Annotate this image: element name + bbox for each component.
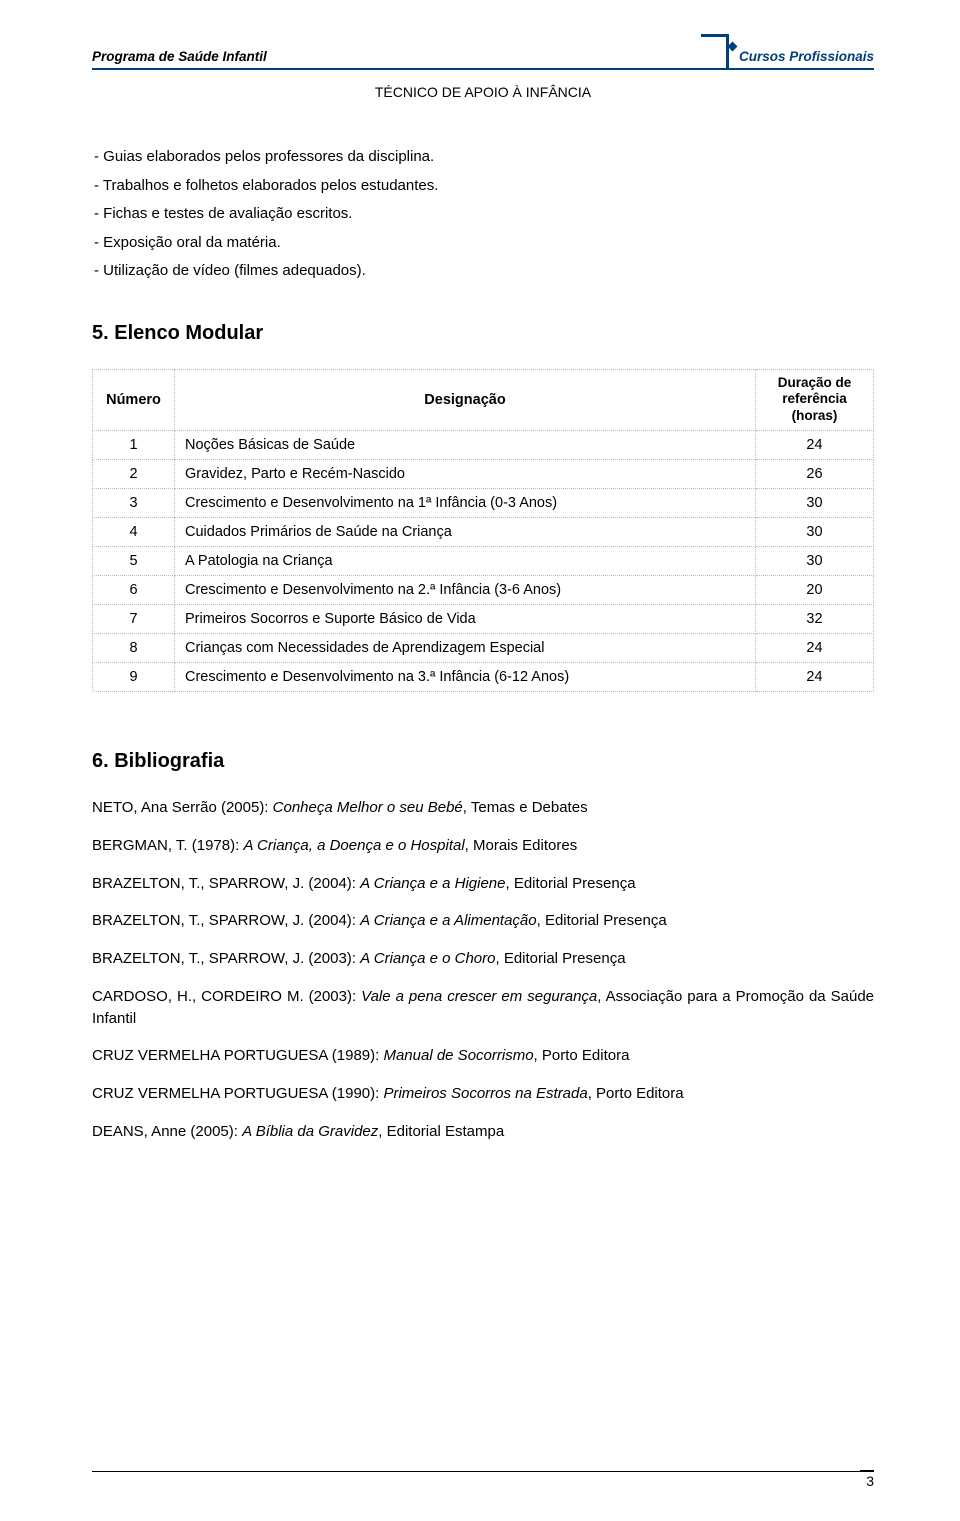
header-right: Cursos Profissionais	[739, 49, 874, 64]
footer-rule	[92, 1471, 874, 1472]
cell-numero: 9	[93, 663, 175, 692]
cell-designacao: Gravidez, Parto e Recém-Nascido	[175, 460, 756, 489]
th-designacao: Designação	[175, 369, 756, 431]
cell-duracao: 24	[756, 431, 874, 460]
biblio-entry: BRAZELTON, T., SPARROW, J. (2004): A Cri…	[92, 910, 874, 932]
cell-designacao: A Patologia na Criança	[175, 547, 756, 576]
th-duracao: Duração de referência (horas)	[756, 369, 874, 431]
table-row: 3Crescimento e Desenvolvimento na 1ª Inf…	[93, 489, 874, 518]
cell-numero: 2	[93, 460, 175, 489]
biblio-entry: NETO, Ana Serrão (2005): Conheça Melhor …	[92, 797, 874, 819]
cell-duracao: 30	[756, 518, 874, 547]
cell-designacao: Primeiros Socorros e Suporte Básico de V…	[175, 605, 756, 634]
cell-numero: 3	[93, 489, 175, 518]
table-row: 4Cuidados Primários de Saúde na Criança3…	[93, 518, 874, 547]
bullet-item: - Fichas e testes de avaliação escritos.	[94, 201, 874, 227]
cell-numero: 7	[93, 605, 175, 634]
bullet-list: - Guias elaborados pelos professores da …	[94, 144, 874, 284]
cell-designacao: Noções Básicas de Saúde	[175, 431, 756, 460]
logo-icon	[701, 34, 729, 68]
bibliography: NETO, Ana Serrão (2005): Conheça Melhor …	[92, 797, 874, 1143]
table-row: 7Primeiros Socorros e Suporte Básico de …	[93, 605, 874, 634]
cell-designacao: Crianças com Necessidades de Aprendizage…	[175, 634, 756, 663]
biblio-entry: DEANS, Anne (2005): A Bíblia da Gravidez…	[92, 1121, 874, 1143]
biblio-entry: CRUZ VERMELHA PORTUGUESA (1989): Manual …	[92, 1045, 874, 1067]
cell-numero: 5	[93, 547, 175, 576]
bullet-item: - Trabalhos e folhetos elaborados pelos …	[94, 173, 874, 199]
cell-numero: 8	[93, 634, 175, 663]
cell-duracao: 30	[756, 547, 874, 576]
cell-duracao: 20	[756, 576, 874, 605]
modular-table: Número Designação Duração de referência …	[92, 369, 874, 693]
cell-duracao: 24	[756, 634, 874, 663]
biblio-entry: BRAZELTON, T., SPARROW, J. (2003): A Cri…	[92, 948, 874, 970]
table-row: 5A Patologia na Criança30	[93, 547, 874, 576]
cell-designacao: Crescimento e Desenvolvimento na 1ª Infâ…	[175, 489, 756, 518]
table-row: 2Gravidez, Parto e Recém-Nascido26	[93, 460, 874, 489]
bullet-item: - Utilização de vídeo (filmes adequados)…	[94, 258, 874, 284]
cell-duracao: 24	[756, 663, 874, 692]
table-row: 6Crescimento e Desenvolvimento na 2.ª In…	[93, 576, 874, 605]
biblio-entry: BRAZELTON, T., SPARROW, J. (2004): A Cri…	[92, 873, 874, 895]
bullet-item: - Exposição oral da matéria.	[94, 230, 874, 256]
cell-designacao: Cuidados Primários de Saúde na Criança	[175, 518, 756, 547]
sub-header: TÉCNICO DE APOIO À INFÂNCIA	[92, 84, 874, 100]
th-numero: Número	[93, 369, 175, 431]
section-6-title: 6. Bibliografia	[92, 750, 874, 773]
section-5-title: 5. Elenco Modular	[92, 322, 874, 345]
cell-numero: 4	[93, 518, 175, 547]
biblio-entry: BERGMAN, T. (1978): A Criança, a Doença …	[92, 835, 874, 857]
cell-designacao: Crescimento e Desenvolvimento na 3.ª Inf…	[175, 663, 756, 692]
cell-numero: 1	[93, 431, 175, 460]
biblio-entry: CARDOSO, H., CORDEIRO M. (2003): Vale a …	[92, 986, 874, 1030]
cell-duracao: 30	[756, 489, 874, 518]
cell-duracao: 32	[756, 605, 874, 634]
cell-numero: 6	[93, 576, 175, 605]
biblio-entry: CRUZ VERMELHA PORTUGUESA (1990): Primeir…	[92, 1083, 874, 1105]
page-number: 3	[860, 1470, 874, 1489]
header-left: Programa de Saúde Infantil	[92, 49, 267, 64]
table-row: 8Crianças com Necessidades de Aprendizag…	[93, 634, 874, 663]
bullet-item: - Guias elaborados pelos professores da …	[94, 144, 874, 170]
table-row: 9Crescimento e Desenvolvimento na 3.ª In…	[93, 663, 874, 692]
table-row: 1Noções Básicas de Saúde24	[93, 431, 874, 460]
cell-duracao: 26	[756, 460, 874, 489]
cell-designacao: Crescimento e Desenvolvimento na 2.ª Inf…	[175, 576, 756, 605]
header-rule	[92, 68, 874, 70]
